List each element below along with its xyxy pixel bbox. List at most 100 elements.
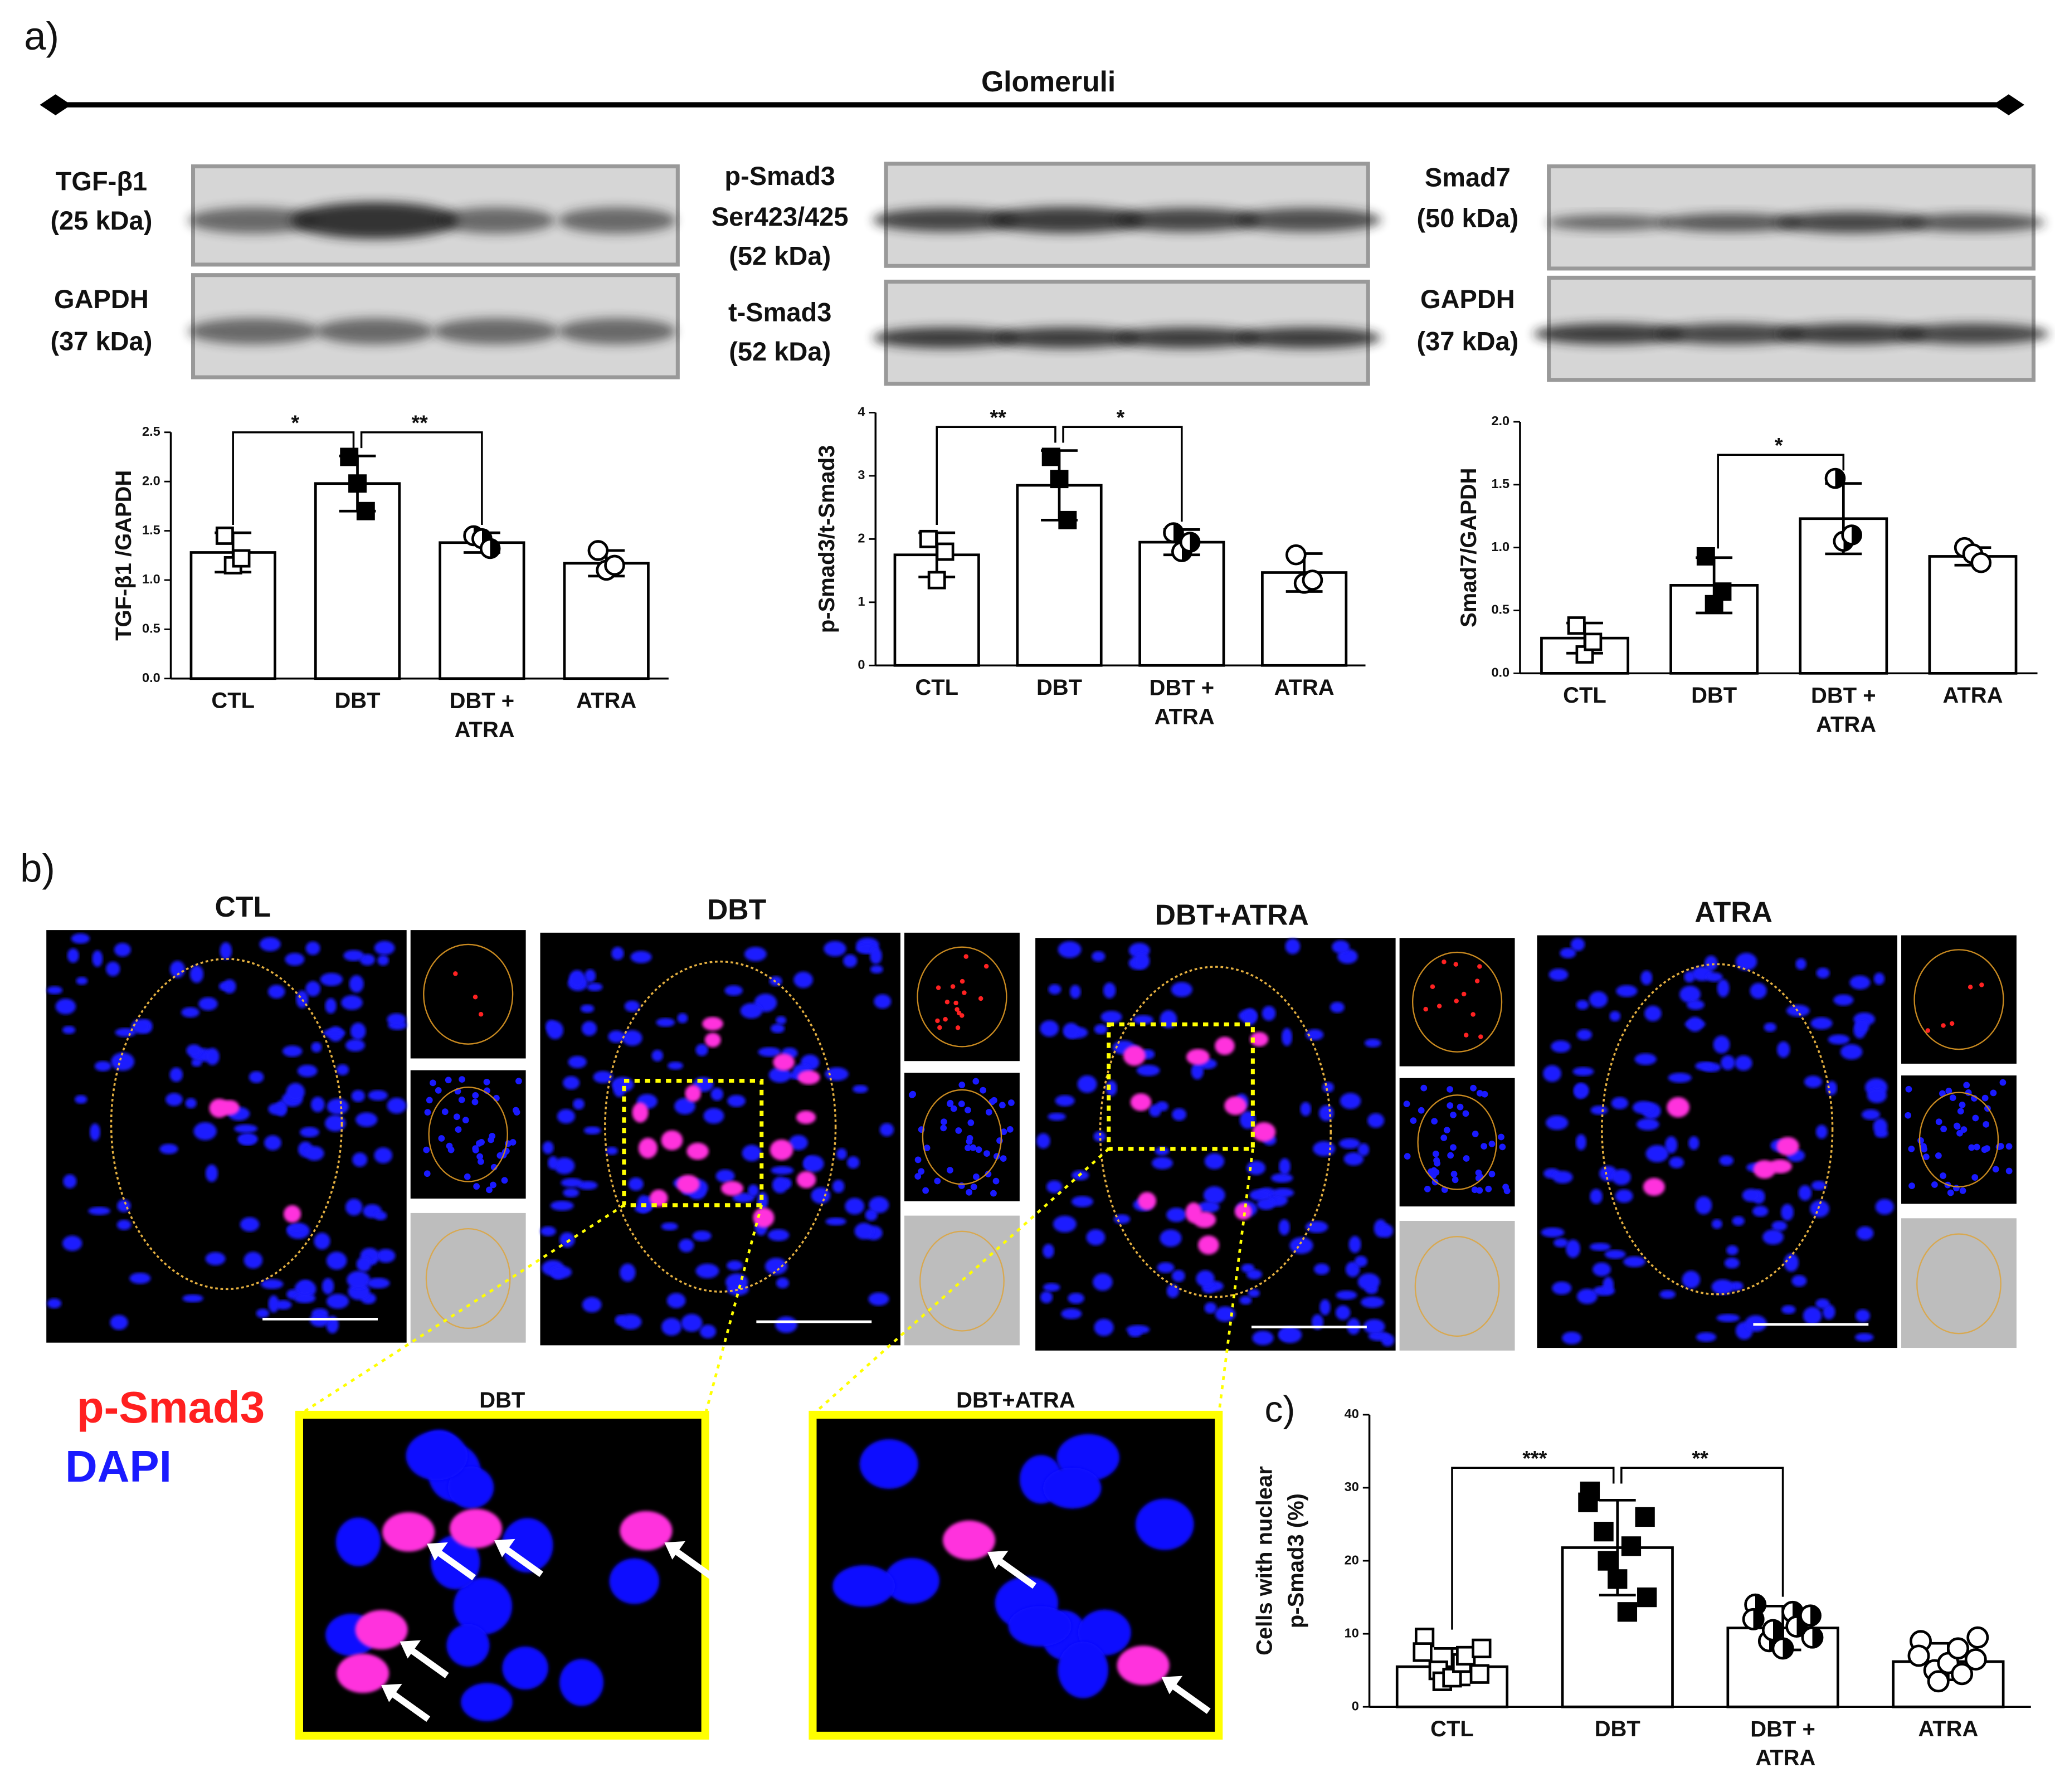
nucleus xyxy=(90,1123,100,1141)
blot-band xyxy=(291,202,459,239)
thumb-nucleus xyxy=(1908,1182,1915,1189)
significance-label: *** xyxy=(1522,1447,1547,1470)
nucleus xyxy=(1058,941,1082,958)
nucleus xyxy=(1058,1642,1109,1698)
p-smad3-nucleus xyxy=(382,1512,435,1552)
thumb-nucleus xyxy=(1457,1103,1464,1111)
thumb-dot xyxy=(1453,962,1458,967)
nucleus xyxy=(1560,948,1576,958)
nucleus xyxy=(1849,975,1871,990)
thumb-nucleus xyxy=(1447,1086,1453,1093)
nucleus xyxy=(55,999,76,1015)
nucleus xyxy=(1719,1155,1734,1166)
nucleus xyxy=(585,969,596,983)
thumb-nucleus xyxy=(990,1190,997,1197)
nucleus xyxy=(583,1126,601,1134)
thumb-outline xyxy=(425,1228,511,1329)
nucleus xyxy=(732,1192,755,1203)
x-tick-label: DBT xyxy=(1036,675,1082,700)
blot-label: TGF-β1 xyxy=(56,167,147,196)
arrow-head xyxy=(987,1550,1009,1569)
nucleus xyxy=(1278,1327,1302,1343)
thumb-nucleus xyxy=(999,1102,1006,1109)
thumb-nucleus xyxy=(1450,1171,1458,1177)
nucleus xyxy=(205,1252,226,1265)
nucleus xyxy=(1332,940,1350,954)
blot-label: (50 kDa) xyxy=(1416,203,1518,232)
nucleus xyxy=(1717,979,1730,997)
nucleus xyxy=(1134,952,1150,970)
nucleus xyxy=(825,1067,849,1081)
nucleus xyxy=(502,1647,548,1690)
nucleus xyxy=(1094,1318,1114,1336)
nucleus xyxy=(628,1177,644,1191)
glomerulus-outline xyxy=(110,958,343,1291)
nucleus xyxy=(559,1659,604,1706)
nucleus xyxy=(710,1087,724,1101)
nucleus xyxy=(1093,1273,1113,1291)
nucleus xyxy=(1068,1293,1084,1304)
nucleus xyxy=(320,973,343,986)
y-axis-label: Cells with nuclear xyxy=(1252,1466,1277,1655)
thumb-nucleus xyxy=(1908,1146,1915,1152)
nucleus xyxy=(1048,1112,1066,1121)
significance-bracket xyxy=(1620,1467,1784,1597)
nucleus xyxy=(1576,1000,1589,1010)
thumb-nucleus xyxy=(1968,1144,1975,1151)
data-point xyxy=(1947,1637,1969,1660)
nucleus xyxy=(185,1098,197,1109)
significance-bracket xyxy=(936,426,1056,525)
thumb-nucleus xyxy=(1430,1167,1438,1174)
nucleus xyxy=(325,1114,346,1132)
nucleus xyxy=(674,1098,695,1114)
nucleus xyxy=(1795,958,1806,970)
nucleus xyxy=(367,1278,390,1289)
nucleus xyxy=(1071,1196,1093,1207)
thumb-nucleus xyxy=(985,1109,992,1116)
nucleus xyxy=(1248,1289,1260,1298)
nucleus xyxy=(1367,1113,1385,1128)
nucleus xyxy=(1203,1186,1225,1204)
thumb-nucleus xyxy=(1498,1133,1504,1141)
x-tick-label: ATRA xyxy=(1918,1717,1978,1741)
thumb-nucleus xyxy=(1447,1152,1454,1159)
thumb-nucleus xyxy=(1485,1185,1492,1192)
nucleus xyxy=(727,1094,746,1107)
thumb-nucleus xyxy=(1006,1126,1014,1133)
nucleus xyxy=(811,1187,831,1204)
nucleus xyxy=(1616,985,1638,997)
y-tick-label: 40 xyxy=(1345,1406,1359,1421)
thumb-nucleus xyxy=(1999,1079,2007,1086)
significance-label: ** xyxy=(412,411,428,435)
nucleus xyxy=(542,1141,554,1155)
nucleus xyxy=(294,1293,316,1303)
nucleus xyxy=(776,1016,787,1025)
arrow xyxy=(673,1547,714,1580)
header: Glomeruli xyxy=(981,65,1116,98)
nucleus xyxy=(1810,1017,1833,1030)
nucleus xyxy=(1314,1263,1330,1275)
thumb-nucleus xyxy=(941,1118,947,1126)
data-point xyxy=(1179,532,1201,553)
nucleus xyxy=(1040,1020,1059,1037)
zoom-box xyxy=(622,1078,764,1207)
nucleus xyxy=(47,1298,62,1309)
bar xyxy=(1261,571,1348,667)
thumb-dapi xyxy=(1399,1078,1515,1207)
nucleus xyxy=(193,1122,217,1141)
nucleus xyxy=(186,1044,202,1057)
nucleus xyxy=(550,1200,574,1211)
nucleus xyxy=(1777,1041,1790,1058)
nucleus xyxy=(609,1558,660,1604)
nucleus xyxy=(1285,938,1301,955)
p-smad3-nucleus xyxy=(337,1653,389,1693)
nucleus xyxy=(1543,1065,1561,1082)
x-tick-label: DBT + ATRA xyxy=(1750,1717,1816,1770)
thumb-dot xyxy=(1463,1033,1469,1038)
zoom-box xyxy=(1107,1022,1255,1151)
nucleus xyxy=(742,1145,762,1162)
nucleus xyxy=(1048,984,1061,995)
image-title: ATRA xyxy=(1694,896,1772,928)
p-smad3-nucleus xyxy=(1643,1177,1665,1196)
nucleus xyxy=(853,1085,868,1093)
